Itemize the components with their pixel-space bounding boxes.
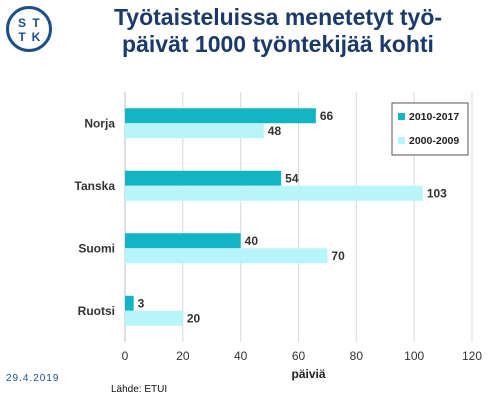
legend-swatch — [398, 113, 405, 120]
source-label: Lähde: ETUI — [111, 384, 168, 395]
stk-logo: S T T K — [6, 6, 52, 52]
bar — [125, 170, 282, 186]
category-label: Norja — [84, 116, 115, 130]
bar — [125, 108, 316, 124]
bar — [125, 295, 134, 311]
legend-swatch — [398, 137, 405, 144]
tick-label: 80 — [350, 349, 364, 363]
data-label: 70 — [331, 249, 345, 263]
x-axis-label: päiviä — [291, 367, 325, 381]
category-label: Ruotsi — [78, 304, 115, 318]
title-line-2: päivät 1000 työntekijää kohti — [122, 31, 434, 57]
tick-label: 100 — [404, 349, 424, 363]
bar — [125, 123, 264, 139]
bar — [125, 185, 423, 201]
legend-label: 2010-2017 — [409, 111, 459, 123]
legend-box — [391, 102, 469, 156]
logo-letter: K — [31, 30, 41, 44]
bar — [125, 310, 183, 326]
data-label: 20 — [187, 311, 201, 325]
data-label: 3 — [138, 296, 145, 310]
date-label: 29.4.2019 — [6, 373, 60, 384]
data-label: 66 — [320, 109, 334, 123]
data-label: 48 — [268, 124, 282, 138]
tick-label: 120 — [462, 349, 482, 363]
tick-label: 60 — [292, 349, 306, 363]
logo-letter: S — [17, 16, 26, 30]
page-title: Työtaisteluissa menetetyt työ- päivät 10… — [80, 4, 476, 58]
category-label: Suomi — [78, 241, 115, 255]
bar — [125, 233, 241, 249]
tick-label: 40 — [234, 349, 248, 363]
logo-letter: T — [18, 30, 26, 44]
tick-label: 0 — [122, 349, 129, 363]
logo-letter: T — [32, 16, 40, 30]
legend-label: 2000-2009 — [409, 135, 459, 147]
data-label: 40 — [245, 234, 259, 248]
tick-label: 20 — [176, 349, 190, 363]
bar — [125, 248, 328, 264]
category-label: Tanska — [75, 179, 116, 193]
data-label: 103 — [427, 186, 447, 200]
data-label: 54 — [285, 171, 299, 185]
title-line-1: Työtaisteluissa menetetyt työ- — [113, 4, 443, 30]
